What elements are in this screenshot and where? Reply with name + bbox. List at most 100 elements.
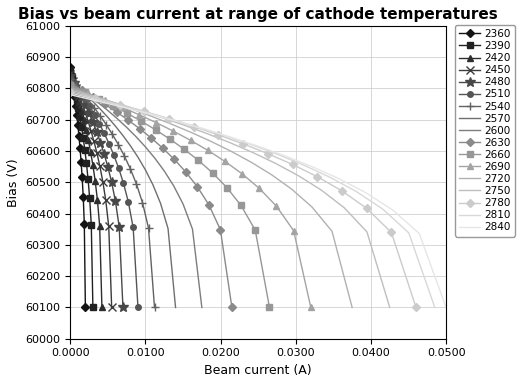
2450 [67, 72, 74, 77]
2720 [309, 205, 315, 209]
Line: 2630: 2630 [67, 81, 235, 310]
2690 [118, 105, 125, 109]
2720 [349, 305, 355, 310]
Line: 2780: 2780 [67, 89, 419, 310]
Line: 2600: 2600 [70, 82, 202, 308]
2450 [94, 151, 100, 156]
2510 [121, 181, 127, 185]
Line: 2540: 2540 [66, 75, 159, 312]
Title: Bias vs beam current at range of cathode temperatures: Bias vs beam current at range of cathode… [18, 7, 498, 22]
2630 [113, 110, 120, 114]
Legend: 2360, 2390, 2420, 2450, 2480, 2510, 2540, 2570, 2600, 2630, 2660, 2690, 2720, 27: 2360, 2390, 2420, 2450, 2480, 2510, 2540… [455, 25, 515, 237]
2690 [239, 172, 245, 176]
2810 [276, 152, 282, 157]
2660 [209, 170, 216, 175]
2660 [124, 111, 130, 116]
2810 [197, 126, 204, 130]
2810 [302, 163, 308, 168]
2390 [69, 74, 75, 79]
2630 [160, 146, 166, 151]
2780 [388, 230, 395, 235]
2690 [274, 204, 280, 209]
2540 [139, 200, 146, 205]
Line: 2450: 2450 [66, 70, 116, 312]
2450 [70, 79, 76, 83]
2660 [81, 89, 88, 94]
2600 [124, 125, 130, 130]
2750 [181, 123, 187, 127]
2480 [78, 95, 85, 99]
2450 [88, 129, 94, 133]
2540 [73, 83, 79, 88]
2630 [90, 95, 97, 99]
2840 [389, 207, 396, 212]
2630 [125, 118, 131, 122]
2780 [191, 124, 197, 129]
2570 [158, 201, 164, 206]
2630 [148, 136, 155, 140]
2660 [110, 103, 116, 108]
2810 [145, 111, 151, 115]
2420 [69, 77, 76, 82]
2720 [168, 122, 174, 126]
2540 [79, 91, 86, 95]
2600 [143, 145, 149, 149]
2810 [379, 207, 386, 211]
2840 [282, 154, 288, 158]
2840 [67, 93, 74, 97]
Line: 2840: 2840 [70, 95, 446, 308]
2720 [268, 172, 275, 177]
2750 [67, 88, 74, 92]
2750 [204, 131, 210, 136]
2390 [80, 136, 86, 141]
2390 [78, 125, 85, 129]
2660 [195, 158, 201, 163]
2540 [127, 167, 134, 171]
2600 [161, 169, 168, 173]
Line: 2360: 2360 [67, 64, 88, 310]
2840 [148, 112, 154, 117]
2360 [78, 159, 84, 164]
2450 [79, 101, 85, 106]
2690 [291, 228, 297, 233]
2480 [116, 225, 122, 229]
2540 [103, 122, 110, 127]
Y-axis label: Bias (V): Bias (V) [7, 158, 20, 207]
2840 [416, 231, 422, 236]
2810 [223, 134, 230, 139]
2600 [152, 156, 158, 161]
2780 [339, 189, 345, 193]
2360 [69, 79, 76, 83]
2570 [135, 155, 141, 159]
2750 [250, 150, 256, 155]
X-axis label: Beam current (A): Beam current (A) [205, 364, 312, 377]
2780 [166, 116, 172, 121]
2600 [86, 93, 92, 98]
2510 [91, 113, 98, 117]
2810 [67, 91, 74, 96]
2720 [108, 99, 114, 104]
2510 [125, 200, 132, 204]
2720 [67, 86, 74, 91]
2420 [88, 150, 94, 154]
2690 [153, 120, 159, 125]
2540 [133, 182, 139, 187]
2600 [105, 108, 111, 113]
Line: 2570: 2570 [70, 81, 175, 308]
Line: 2390: 2390 [67, 66, 97, 311]
2480 [82, 103, 89, 108]
Line: 2510: 2510 [67, 75, 141, 310]
2450 [105, 224, 112, 229]
2510 [130, 225, 136, 230]
2630 [102, 102, 108, 107]
2840 [94, 99, 100, 103]
2660 [224, 185, 230, 190]
2840 [336, 176, 342, 181]
2660 [167, 137, 173, 141]
2750 [295, 174, 302, 178]
2630 [67, 81, 74, 86]
2780 [92, 96, 98, 100]
2690 [222, 159, 228, 164]
2720 [148, 114, 154, 118]
2570 [172, 305, 179, 310]
